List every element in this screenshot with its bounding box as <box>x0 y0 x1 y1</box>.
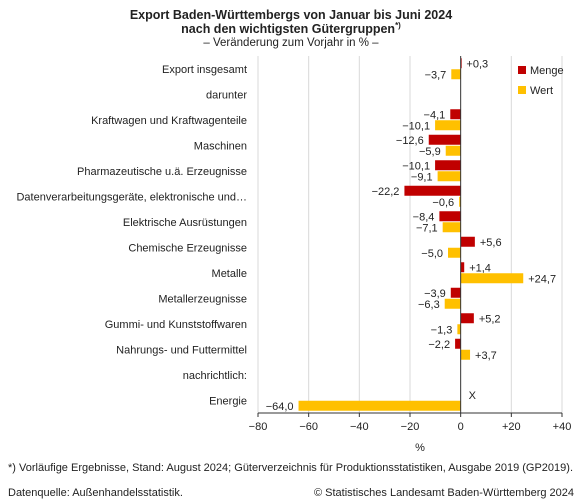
value-label: +5,6 <box>480 237 502 249</box>
value-label: −64,0 <box>266 401 294 413</box>
value-label: +1,4 <box>469 262 491 274</box>
category-label: Metalle <box>212 268 247 280</box>
bar-menge <box>450 287 461 298</box>
legend-label-wert: Wert <box>530 85 553 97</box>
x-tick-label: +40 <box>553 421 572 433</box>
value-label: −6,3 <box>418 299 440 311</box>
legend-swatch-wert <box>518 86 526 94</box>
chart-title-line2: nach den wichtigsten Gütergruppen*) <box>0 20 582 36</box>
value-label: −10,1 <box>402 160 430 172</box>
category-label: Pharmazeutische u.ä. Erzeugnisse <box>77 166 247 178</box>
bar-wert <box>459 196 461 207</box>
chart-title: Export Baden-Württembergs von Januar bis… <box>0 8 582 36</box>
category-label: Export insgesamt <box>162 64 247 76</box>
legend-swatch-menge <box>518 66 526 74</box>
category-label: Gummi- und Kunststoffwaren <box>105 319 247 331</box>
bar-wert <box>451 69 461 80</box>
value-label: −1,3 <box>431 324 453 336</box>
value-label: X <box>469 390 477 402</box>
x-tick-label: +20 <box>502 421 521 433</box>
value-label: −8,4 <box>413 211 435 223</box>
bar-menge <box>460 262 465 273</box>
value-label: −12,6 <box>396 135 424 147</box>
category-label: Chemische Erzeugnisse <box>128 242 247 254</box>
bar-wert <box>444 298 461 309</box>
category-label: Nahrungs- und Futtermittel <box>116 344 247 356</box>
footnote-marker: *) <box>395 20 401 30</box>
category-label: darunter <box>206 89 247 101</box>
legend-label-menge: Menge <box>530 65 564 77</box>
value-label: −3,9 <box>424 288 446 300</box>
chart-subtitle: – Veränderung zum Vorjahr in % – <box>203 37 379 49</box>
category-label: Maschinen <box>194 140 247 152</box>
x-tick-label: −40 <box>350 421 369 433</box>
bar-menge <box>439 211 461 222</box>
bar-chart: Export insgesamt darunter Kraftwagen und K… <box>16 56 572 454</box>
bar-menge <box>460 236 475 247</box>
value-label: +0,3 <box>466 58 488 70</box>
value-label: −4,1 <box>424 109 446 121</box>
copyright: © Statistisches Landesamt Baden-Württemb… <box>313 487 574 499</box>
bar-wert <box>445 145 461 156</box>
value-label: −5,0 <box>421 248 443 260</box>
category-label: Datenverarbeitungsgeräte, elektronische … <box>16 191 247 203</box>
value-label: −10,1 <box>402 120 430 132</box>
x-axis-label: % <box>415 442 425 454</box>
value-label: −5,9 <box>419 146 441 158</box>
value-label: +3,7 <box>475 350 497 362</box>
chart-title-line2-text: nach den wichtigsten Gütergruppen <box>181 22 396 36</box>
value-label: −22,2 <box>372 186 400 198</box>
category-label: Elektrische Ausrüstungen <box>123 217 247 229</box>
x-tick-label: 0 <box>458 421 464 433</box>
x-tick-label: −20 <box>401 421 420 433</box>
bar-menge <box>450 109 461 120</box>
value-label: −2,2 <box>428 339 450 351</box>
bar-menge <box>435 160 461 171</box>
x-tick-label: −60 <box>299 421 318 433</box>
value-label: −3,7 <box>425 69 447 81</box>
bar-menge <box>428 134 461 145</box>
value-label: −7,1 <box>416 222 438 234</box>
value-label: +5,2 <box>479 313 501 325</box>
bar-wert <box>442 222 461 233</box>
value-label: +24,7 <box>528 273 556 285</box>
bar-wert <box>435 120 461 131</box>
bar-wert <box>460 349 471 360</box>
data-source: Datenquelle: Außenhandelsstatistik. <box>8 487 183 499</box>
value-label: −9,1 <box>411 171 433 183</box>
bar-wert <box>298 400 461 411</box>
bar-menge <box>455 338 461 349</box>
category-label: Energie <box>209 395 247 407</box>
bar-wert <box>448 247 461 258</box>
bar-wert <box>437 171 461 182</box>
bar-wert <box>460 273 524 284</box>
bar-wert <box>457 324 461 335</box>
category-label: Metallerzeugnisse <box>158 293 247 305</box>
footnote: *) Vorläufige Ergebnisse, Stand: August … <box>8 462 574 474</box>
bar-menge <box>404 185 461 196</box>
bar-menge <box>460 313 474 324</box>
value-label: −0,6 <box>432 197 454 209</box>
x-tick-label: −80 <box>249 421 268 433</box>
category-label: nachrichtlich: <box>183 370 247 382</box>
chart-title-line1: Export Baden-Württembergs von Januar bis… <box>129 8 453 22</box>
category-label: Kraftwagen und Kraftwagenteile <box>91 115 247 127</box>
